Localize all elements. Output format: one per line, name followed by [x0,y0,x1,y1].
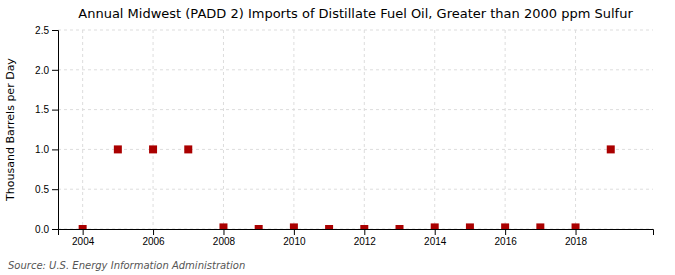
point [149,145,157,153]
tick: 0.5 [35,184,58,195]
point [255,225,263,229]
tick-mark [364,229,365,235]
tick-mark [52,149,58,150]
grid-line-y [58,109,653,110]
grid-line-x [434,30,435,229]
tick-mark [576,229,577,235]
tick-label: 2.5 [35,25,49,36]
point [184,145,192,153]
tick-label: 2014 [424,236,447,247]
point [360,225,368,229]
tick-mark [223,229,224,235]
tick: 2.0 [35,65,58,76]
grid-line-x [575,30,576,229]
tick-mark [294,229,295,235]
point [396,225,404,229]
tick: 1.0 [35,144,58,155]
tick-label: 0.0 [35,224,49,235]
point [290,223,298,229]
point [572,223,580,229]
point [79,225,87,229]
tick-label: 2.0 [35,65,49,76]
tick: 2016 [495,229,518,247]
tick: 2014 [424,229,447,247]
x-axis: 2004 2006 2008 2010 2012 2014 2016 2018 [59,229,654,247]
point [501,223,509,229]
tick-label: 2012 [354,236,377,247]
point [607,145,615,153]
tick-label: 2006 [142,236,165,247]
grid [58,30,653,229]
grid-line-x [223,30,224,229]
point [114,145,122,153]
tick-mark [52,110,58,111]
grid-line-x [153,30,154,229]
tick-mark [52,70,58,71]
tick-mark [83,229,84,235]
tick: 2010 [283,229,306,247]
tick-mark [435,229,436,235]
tick-mark [52,30,58,31]
tick-label: 2016 [495,236,518,247]
point [431,223,439,229]
tick: 2018 [565,229,588,247]
tick: 2006 [142,229,165,247]
plot: 2004 2006 2008 2010 2012 2014 2016 2018 0.0 0.5 1.… [35,25,653,247]
axis-line [52,31,59,230]
tick: 0.0 [35,224,58,235]
tick-label: 2018 [565,236,588,247]
marks [79,145,615,229]
tick-label: 1.5 [35,104,49,115]
grid-line-y [58,189,653,190]
tick-label: 2010 [283,236,306,247]
tick-label: 2008 [213,236,236,247]
point [325,225,333,229]
grid-line-y [58,30,653,31]
grid-line-x [293,30,294,229]
grid-line-y [58,149,653,150]
grid-line-y [58,69,653,70]
tick: 2.5 [35,25,58,36]
y-axis: 0.0 0.5 1.0 1.5 2.0 2.5 [35,25,58,235]
y-axis-label: Thousand Barrels per Day [4,58,17,202]
tick: 2008 [213,229,236,247]
grid-line-x [82,30,83,229]
grid-line-x [364,30,365,229]
point [219,223,227,229]
chart: 2004 2006 2008 2010 2012 2014 2016 2018 0.0 0.5 1.… [0,0,675,275]
axis-line [59,230,654,236]
point [536,223,544,229]
tick: 2004 [72,229,95,247]
tick-label: 1.0 [35,144,49,155]
tick-label: 0.5 [35,184,49,195]
point [466,223,474,229]
tick: 1.5 [35,104,58,115]
tick: 2012 [354,229,377,247]
tick-mark [52,189,58,190]
title: Annual Midwest (PADD 2) Imports of Disti… [78,6,633,21]
source: Source: U.S. Energy Information Administ… [8,260,245,271]
tick-mark [153,229,154,235]
tick-mark [52,229,58,230]
tick-mark [505,229,506,235]
tick-label: 2004 [72,236,95,247]
grid-line-x [505,30,506,229]
